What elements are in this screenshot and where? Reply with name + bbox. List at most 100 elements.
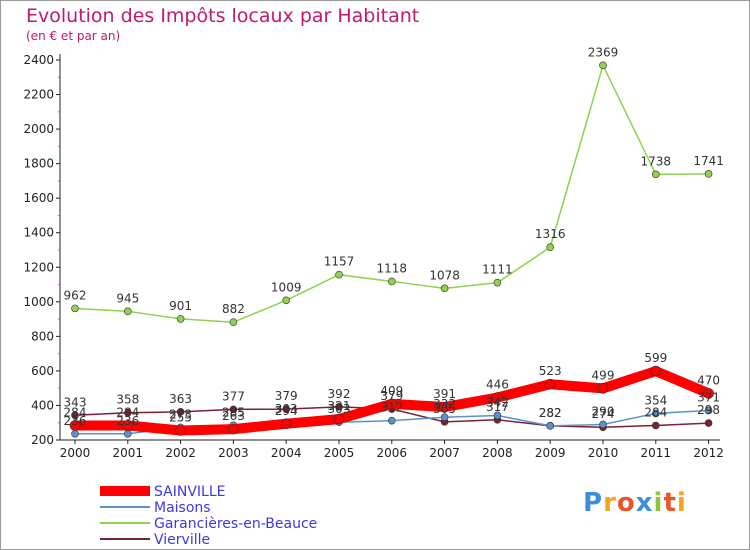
data-point-vierville — [176, 408, 185, 416]
x-tick-label: 2001 — [113, 446, 144, 460]
data-point-garanci-res-en-beauce — [282, 296, 291, 305]
legend-swatch — [100, 486, 150, 496]
x-tick-label: 2012 — [693, 446, 724, 460]
x-tick-label: 2006 — [377, 446, 408, 460]
x-tick-label: 2011 — [641, 446, 672, 460]
data-point-sainville — [122, 420, 134, 431]
data-point-garanci-res-en-beauce — [124, 307, 132, 316]
data-label-garanci-res-en-beauce: 2369 — [588, 45, 619, 59]
data-label-vierville: 284 — [644, 405, 667, 419]
logo-letter: r — [603, 488, 617, 518]
logo-letter: t — [663, 488, 677, 518]
data-label-vierville: 363 — [169, 392, 192, 406]
data-label-sainville: 470 — [697, 373, 720, 387]
data-point-garanci-res-en-beauce — [440, 284, 449, 293]
legend-swatch — [100, 506, 150, 508]
x-tick-label: 2010 — [588, 446, 619, 460]
data-label-sainville: 294 — [275, 404, 298, 418]
data-label-sainville: 391 — [433, 387, 456, 401]
data-label-maisons: 236 — [64, 414, 87, 428]
data-point-sainville — [439, 401, 450, 413]
data-point-garanci-res-en-beauce — [704, 170, 713, 178]
data-label-maisons: 285 — [222, 405, 245, 419]
data-label-garanci-res-en-beauce: 1741 — [693, 154, 724, 168]
legend-label: Maisons — [154, 500, 211, 516]
data-point-maisons — [651, 409, 660, 418]
x-tick-label: 2009 — [535, 446, 566, 460]
data-label-vierville: 282 — [539, 406, 562, 420]
legend-label: Vierville — [154, 532, 211, 548]
data-point-garanci-res-en-beauce — [71, 304, 79, 313]
data-label-vierville: 298 — [697, 403, 720, 417]
logo-letter: P — [583, 488, 604, 518]
data-point-sainville — [69, 420, 81, 431]
data-label-garanci-res-en-beauce: 882 — [222, 302, 245, 316]
y-tick-label: 1200 — [23, 260, 54, 274]
data-label-garanci-res-en-beauce: 1118 — [377, 261, 408, 275]
data-label-sainville: 523 — [539, 364, 562, 378]
logo-letter: x — [635, 488, 654, 518]
data-label-sainville: 599 — [644, 351, 667, 365]
data-point-sainville — [228, 423, 239, 435]
y-tick-label: 600 — [31, 364, 54, 378]
y-tick-label: 200 — [31, 433, 54, 447]
data-label-vierville: 358 — [116, 393, 139, 407]
data-point-vierville — [71, 411, 79, 420]
data-point-garanci-res-en-beauce — [493, 278, 502, 287]
proxiti-logo: Proxiti — [583, 488, 687, 518]
data-point-garanci-res-en-beauce — [387, 277, 396, 286]
data-point-sainville — [386, 398, 398, 410]
data-label-sainville: 321 — [328, 399, 351, 413]
chart-subtitle: (en € et par an) — [26, 29, 121, 43]
data-point-garanci-res-en-beauce — [599, 61, 607, 70]
data-point-garanci-res-en-beauce — [546, 243, 555, 252]
data-point-garanci-res-en-beauce — [176, 315, 185, 323]
data-label-maisons: 273 — [169, 407, 192, 421]
data-label-vierville: 379 — [275, 389, 298, 403]
legend-swatch — [100, 538, 150, 540]
data-label-garanci-res-en-beauce: 1078 — [429, 268, 460, 282]
data-label-sainville: 284 — [64, 405, 87, 419]
data-point-sainville — [544, 378, 556, 390]
data-label-maisons: 282 — [539, 406, 562, 420]
y-tick-label: 800 — [31, 329, 54, 343]
x-tick-label: 2008 — [482, 446, 513, 460]
data-label-garanci-res-en-beauce: 1316 — [535, 227, 566, 241]
data-label-maisons: 342 — [486, 395, 509, 409]
data-point-sainville — [280, 418, 292, 430]
y-tick-label: 1800 — [23, 157, 54, 171]
data-point-sainville — [175, 425, 186, 436]
y-tick-label: 2400 — [23, 53, 54, 67]
data-label-vierville: 274 — [592, 407, 615, 421]
x-tick-label: 2007 — [429, 446, 460, 460]
data-point-garanci-res-en-beauce — [651, 170, 660, 179]
data-label-vierville: 305 — [433, 402, 456, 416]
data-label-maisons: 236 — [116, 414, 139, 428]
data-point-maisons — [124, 429, 132, 438]
data-label-sainville: 409 — [380, 384, 403, 398]
y-tick-label: 1600 — [23, 191, 54, 205]
data-label-garanci-res-en-beauce: 1111 — [482, 263, 513, 277]
data-label-maisons: 303 — [275, 402, 298, 416]
data-label-maisons: 290 — [592, 404, 615, 418]
data-point-vierville — [124, 408, 132, 417]
x-tick-label: 2004 — [271, 446, 302, 460]
data-point-sainville — [333, 413, 345, 425]
y-tick-label: 1000 — [23, 295, 54, 309]
data-label-maisons: 371 — [697, 390, 720, 404]
data-point-sainville — [597, 383, 609, 394]
data-label-vierville: 392 — [328, 387, 351, 401]
data-label-sainville: 255 — [169, 411, 192, 425]
data-label-sainville: 284 — [116, 405, 139, 419]
chart-title: Evolution des Impôts locaux par Habitant — [26, 5, 420, 27]
data-point-garanci-res-en-beauce — [229, 318, 238, 327]
data-point-maisons — [387, 416, 396, 425]
y-tick-label: 400 — [31, 398, 54, 412]
data-label-garanci-res-en-beauce: 1157 — [324, 255, 355, 269]
data-point-vierville — [651, 421, 660, 430]
data-label-maisons: 332 — [433, 397, 456, 411]
data-point-vierville — [335, 403, 343, 411]
data-point-sainville — [492, 392, 503, 403]
data-point-maisons — [493, 411, 502, 420]
